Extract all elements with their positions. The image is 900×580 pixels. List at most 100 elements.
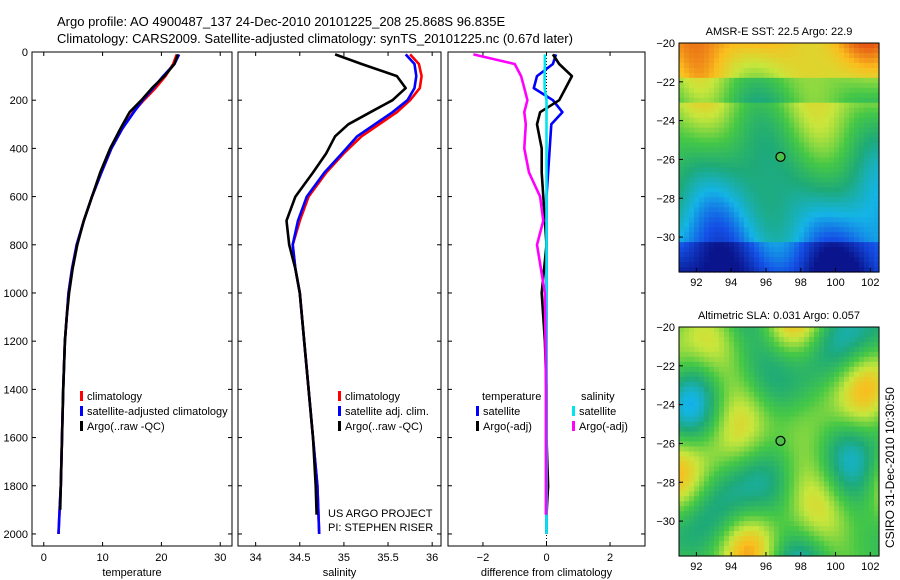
map-cell	[749, 177, 755, 183]
map-cell	[739, 122, 745, 129]
map-cell	[689, 511, 695, 517]
map-cell	[754, 92, 760, 99]
map-cell	[854, 461, 860, 467]
map-cell	[699, 451, 705, 458]
map-cell	[854, 516, 860, 522]
map-cell	[799, 386, 805, 393]
map-cell	[689, 72, 695, 79]
map-cell	[839, 237, 845, 243]
map-cell	[794, 147, 800, 154]
map-cell	[834, 122, 840, 129]
map-cell	[714, 411, 720, 418]
map-cell	[829, 112, 835, 119]
map-cell	[859, 122, 865, 129]
map-cell	[754, 107, 760, 114]
map-cell	[849, 446, 855, 453]
map-x-tick-label: 102	[861, 561, 879, 573]
map-cell	[819, 92, 825, 99]
map-cell	[784, 406, 790, 413]
map-cell	[824, 197, 830, 203]
map-cell	[754, 192, 760, 198]
map-cell	[764, 391, 770, 398]
map-cell	[794, 356, 800, 363]
map-cell	[764, 466, 770, 472]
map-cell	[684, 331, 690, 338]
map-cell	[854, 551, 860, 557]
map-cell	[699, 177, 705, 183]
map-cell	[724, 471, 730, 477]
map-cell	[844, 132, 850, 139]
map-cell	[839, 466, 845, 472]
map-cell	[824, 97, 830, 104]
map-cell	[874, 331, 880, 338]
map-cell	[794, 346, 800, 353]
map-cell	[859, 192, 865, 198]
map-cell	[744, 441, 750, 448]
map-cell	[834, 62, 840, 69]
map-cell	[734, 436, 740, 443]
map-cell	[719, 192, 725, 198]
map-cell	[824, 461, 830, 467]
map-cell	[819, 82, 825, 89]
map-cell	[784, 212, 790, 218]
map-cell	[714, 391, 720, 398]
map-cell	[724, 82, 730, 89]
map-cell	[804, 267, 810, 273]
map-cell	[769, 172, 775, 179]
map-cell	[854, 202, 860, 208]
map-cell	[839, 431, 845, 438]
map-cell	[774, 87, 780, 94]
map-cell	[774, 411, 780, 418]
map-cell	[679, 431, 685, 438]
map-cell	[839, 346, 845, 353]
map-cell	[749, 501, 755, 507]
map-cell	[839, 411, 845, 418]
map-cell	[869, 336, 875, 343]
y-tick-label: 1600	[4, 433, 28, 445]
map-cell	[774, 546, 780, 552]
map-cell	[804, 127, 810, 134]
map-cell	[789, 551, 795, 557]
map-cell	[839, 262, 845, 268]
map-cell	[854, 476, 860, 482]
map-cell	[679, 162, 685, 169]
map-cell	[849, 376, 855, 383]
map-cell	[709, 406, 715, 413]
map-cell	[714, 546, 720, 552]
map-cell	[734, 336, 740, 343]
map-cell	[779, 222, 785, 228]
map-cell	[804, 172, 810, 179]
map-cell	[839, 107, 845, 114]
map-cell	[699, 531, 705, 537]
map-cell	[694, 496, 700, 502]
map-cell	[759, 117, 765, 124]
map-cell	[809, 77, 815, 84]
map-cell	[874, 336, 880, 343]
map-cell	[729, 546, 735, 552]
map-cell	[694, 132, 700, 139]
map-cell	[729, 57, 735, 64]
map-cell	[844, 182, 850, 188]
map-cell	[839, 97, 845, 104]
map-cell	[719, 446, 725, 453]
map-cell	[759, 501, 765, 507]
map-cell	[844, 167, 850, 174]
map-cell	[819, 197, 825, 203]
map-cell	[854, 127, 860, 134]
map-cell	[699, 242, 705, 248]
map-cell	[854, 486, 860, 492]
map-cell	[744, 466, 750, 472]
map-cell	[789, 137, 795, 144]
map-cell	[679, 112, 685, 119]
map-cell	[859, 406, 865, 413]
map-cell	[839, 386, 845, 393]
map-cell	[739, 511, 745, 517]
map-cell	[764, 162, 770, 169]
map-cell	[874, 491, 880, 497]
map-cell	[849, 336, 855, 343]
map-cell	[829, 491, 835, 497]
map-cell	[869, 371, 875, 378]
map-cell	[799, 112, 805, 119]
map-cell	[834, 247, 840, 253]
map-cell	[714, 346, 720, 353]
